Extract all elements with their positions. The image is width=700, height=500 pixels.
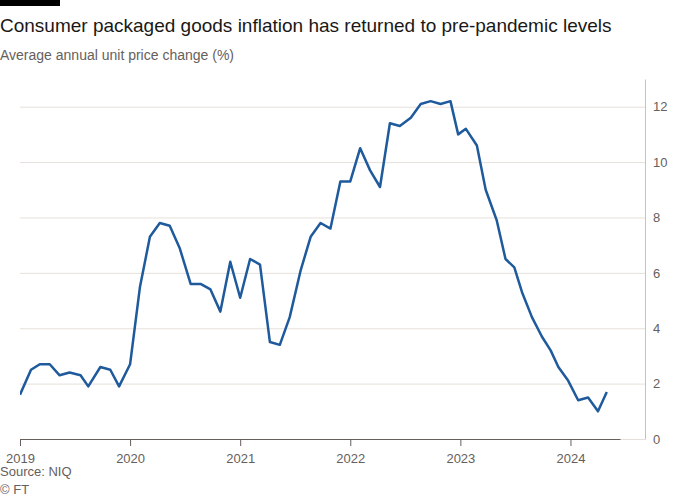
grid-line bbox=[20, 107, 645, 108]
y-tick-label: 0 bbox=[653, 432, 660, 447]
grid-line bbox=[20, 273, 645, 274]
grid-line bbox=[20, 384, 645, 385]
y-tick-label: 4 bbox=[653, 321, 660, 336]
chart: Consumer packaged goods inflation has re… bbox=[0, 0, 700, 500]
x-tick-mark bbox=[20, 439, 21, 446]
y-tick: 0 bbox=[20, 432, 660, 447]
x-tick-mark bbox=[240, 439, 241, 446]
x-axis: 2019 2020 2021 2022 2023 2024 bbox=[6, 439, 620, 466]
x-tick-label: 2023 bbox=[446, 451, 475, 466]
x-tick: 2024 bbox=[556, 439, 585, 466]
x-tick: 2022 bbox=[336, 439, 365, 466]
x-tick-label: 2022 bbox=[336, 451, 365, 466]
x-tick: 2021 bbox=[226, 439, 255, 466]
y-tick-label: 10 bbox=[653, 155, 667, 170]
x-tick-mark bbox=[460, 439, 461, 446]
x-tick-mark bbox=[570, 439, 571, 446]
y-tick-label: 6 bbox=[653, 266, 660, 281]
x-tick: 2019 bbox=[6, 439, 35, 466]
y-tick: 6 bbox=[20, 266, 660, 281]
source: Source: NIQ bbox=[0, 464, 72, 479]
x-tick-label: 2024 bbox=[556, 451, 585, 466]
grid-line bbox=[20, 439, 645, 440]
x-tick: 2020 bbox=[116, 439, 145, 466]
y-tick: 8 bbox=[20, 210, 660, 225]
subtitle: Average annual unit price change (%) bbox=[0, 47, 234, 63]
x-tick-mark bbox=[350, 439, 351, 446]
title: Consumer packaged goods inflation has re… bbox=[0, 15, 612, 36]
credit: © FT bbox=[0, 482, 29, 497]
y-axis: 0 2 4 6 8 10 12 bbox=[20, 80, 667, 447]
y-tick: 10 bbox=[20, 155, 667, 170]
y-axis-line bbox=[645, 80, 646, 440]
series-line bbox=[20, 101, 607, 411]
y-tick: 4 bbox=[20, 321, 660, 336]
y-tick: 12 bbox=[20, 99, 667, 114]
plot-area bbox=[20, 101, 607, 411]
y-tick-label: 12 bbox=[653, 99, 667, 114]
x-axis-line bbox=[21, 439, 621, 440]
x-tick: 2023 bbox=[446, 439, 475, 466]
brand-bar bbox=[0, 0, 60, 6]
grid-line bbox=[20, 162, 645, 163]
x-tick-label: 2020 bbox=[116, 451, 145, 466]
x-tick-label: 2021 bbox=[226, 451, 255, 466]
x-tick-mark bbox=[130, 439, 131, 446]
y-tick-label: 8 bbox=[653, 210, 660, 225]
y-tick-label: 2 bbox=[653, 376, 660, 391]
grid-line bbox=[20, 328, 645, 329]
